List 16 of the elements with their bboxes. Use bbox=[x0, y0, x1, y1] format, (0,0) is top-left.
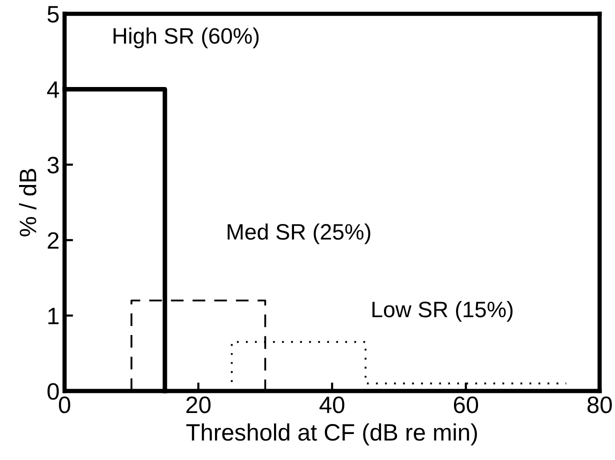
x-tick-label: 0 bbox=[58, 396, 70, 414]
x-tick-label: 80 bbox=[588, 396, 612, 414]
series-label: High SR (60%) bbox=[114, 27, 259, 48]
y-tick-label: 0 bbox=[48, 383, 59, 400]
y-axis-title: % / dB bbox=[19, 168, 36, 236]
y-tick-label: 2 bbox=[48, 232, 59, 249]
series-label: Low SR (15%) bbox=[372, 301, 513, 322]
x-axis-title: Threshold at CF (dB re min) bbox=[186, 423, 477, 446]
x-tick-label: 60 bbox=[454, 396, 478, 414]
text: Med SR (25%) bbox=[228, 223, 370, 244]
y-tick-label: 3 bbox=[47, 156, 59, 174]
x-tick-label: 40 bbox=[320, 396, 344, 414]
y-tick-label: 4 bbox=[47, 82, 60, 98]
y-tick-label: 1 bbox=[48, 308, 59, 324]
x-tick-label: 20 bbox=[186, 396, 211, 414]
y-tick-label: 5 bbox=[48, 6, 59, 23]
